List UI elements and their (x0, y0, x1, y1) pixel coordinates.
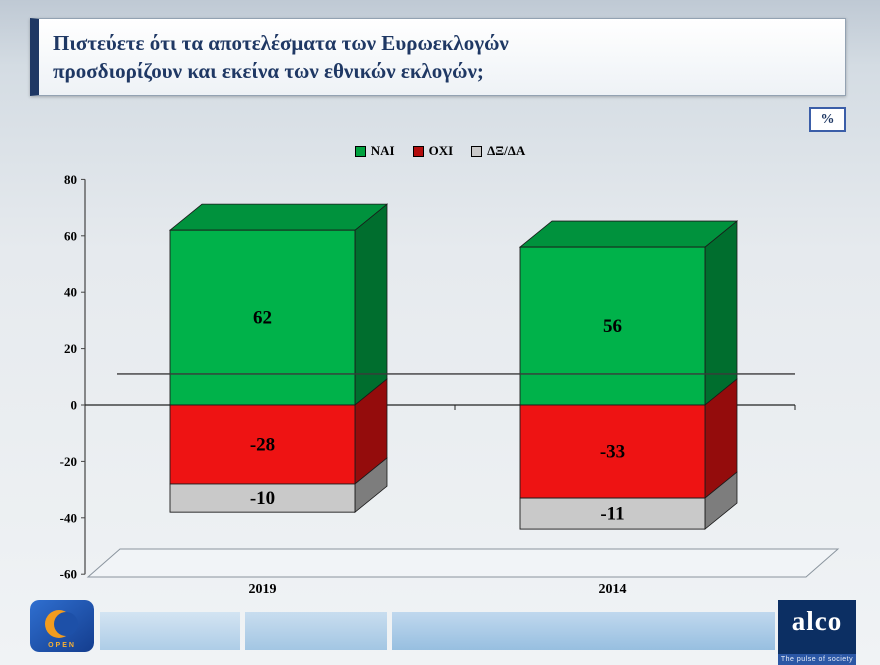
alco-tagline: The pulse of society (778, 654, 856, 665)
y-tick-label: 40 (64, 285, 77, 300)
bar-side-2014-ΝΑΙ (704, 220, 738, 406)
question-panel: Πιστεύετε ότι τα αποτελέσματα των Ευρωεκ… (30, 18, 846, 96)
legend-swatch (471, 145, 483, 157)
bar-segment-2014-ΟΧΙ (519, 404, 706, 499)
legend-item-ΟΧΙ: ΟΧΙ (412, 143, 454, 159)
bar-segment-2014-ΔΞ/ΔΑ (519, 497, 706, 530)
y-tick-label: 60 (64, 228, 77, 243)
page-title-line2: προσδιορίζουν και εκείνα των εθνικών εκλ… (53, 59, 484, 83)
y-tick-label: -60 (60, 567, 77, 582)
legend-label: ΝΑΙ (370, 143, 395, 158)
legend-swatch (412, 145, 424, 157)
chart-legend: ΝΑΙ ΟΧΙ ΔΞ/ΔΑ (0, 143, 880, 159)
footer-band-3 (392, 612, 775, 650)
category-label-2019: 2019 (249, 582, 277, 597)
bar-segment-2019-ΔΞ/ΔΑ (169, 483, 356, 513)
bar-top-2019 (168, 203, 389, 231)
y-tick-label: -40 (60, 510, 77, 525)
bar-value-2019-ΔΞ/ΔΑ: -10 (250, 488, 275, 509)
legend-label: ΔΞ/ΔΑ (487, 143, 526, 158)
footer-band-2 (245, 612, 387, 650)
bar-value-2014-ΝΑΙ: 56 (603, 316, 622, 337)
bar-value-2014-ΔΞ/ΔΑ: -11 (600, 504, 624, 525)
bar-top-2014 (518, 220, 739, 248)
footer-band-1 (100, 612, 240, 650)
bar-value-2019-ΟΧΙ: -28 (250, 434, 275, 455)
open-wordmark: OPEN (48, 642, 76, 649)
y-tick-label: 0 (71, 398, 78, 413)
bar-segment-2014-ΝΑΙ (519, 246, 706, 406)
page-title-line1: Πιστεύετε ότι τα αποτελέσματα των Ευρωεκ… (53, 30, 509, 55)
alco-logo: alco The pulse of society (778, 600, 856, 665)
bar-value-2019-ΝΑΙ: 62 (253, 308, 272, 329)
y-tick-label: -20 (60, 454, 77, 469)
bar-side-2019-ΝΑΙ (354, 203, 388, 406)
bar-segment-2019-ΝΑΙ (169, 229, 356, 406)
legend-label: ΟΧΙ (428, 143, 454, 158)
alco-wordmark: alco (791, 606, 843, 636)
bar-value-2014-ΟΧΙ: -33 (600, 442, 625, 463)
legend-item-ΔΞ/ΔΑ: ΔΞ/ΔΑ (471, 143, 525, 159)
open-crescent-icon (30, 600, 94, 652)
y-tick-label: 20 (64, 341, 77, 356)
category-label-2014: 2014 (599, 582, 627, 597)
percent-badge: % (809, 107, 846, 132)
y-tick-label: 80 (64, 172, 77, 187)
open-logo: OPEN (30, 600, 94, 652)
floor-3d (86, 548, 840, 578)
bar-segment-2019-ΟΧΙ (169, 404, 356, 485)
legend-item-ΝΑΙ: ΝΑΙ (354, 143, 395, 159)
legend-swatch (354, 145, 366, 157)
